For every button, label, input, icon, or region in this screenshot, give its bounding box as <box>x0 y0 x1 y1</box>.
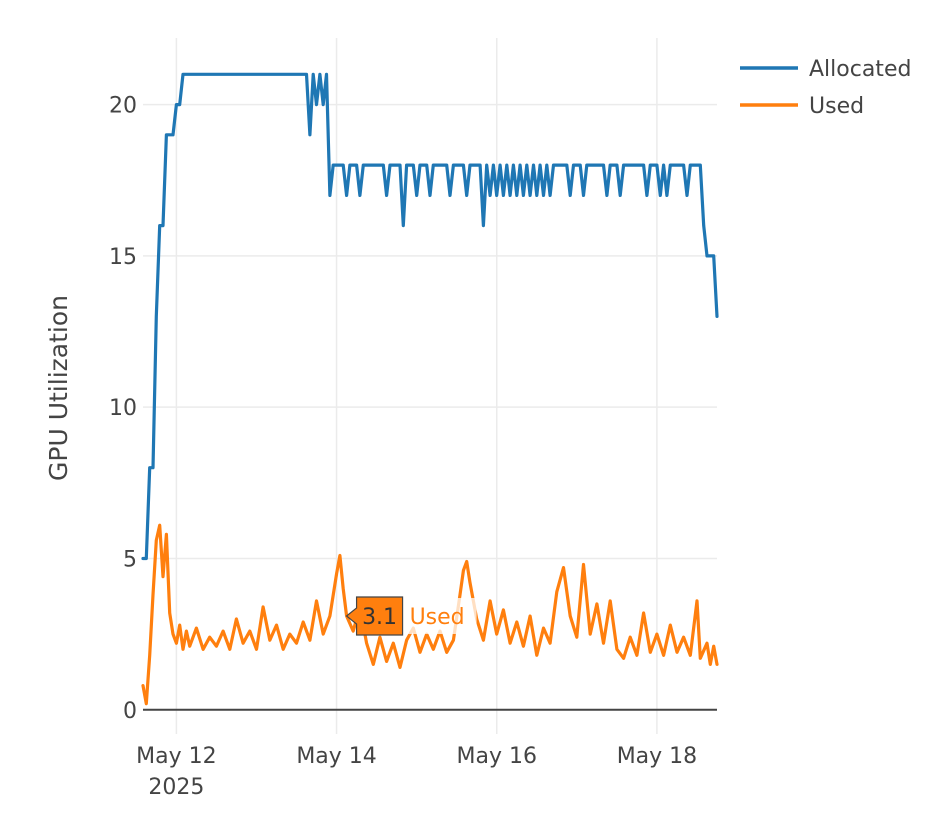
x-tick-label: May 16 <box>457 744 537 769</box>
y-axis-title: GPU Utilization <box>44 295 73 481</box>
grid-layer <box>143 38 717 734</box>
y-tick-label: 20 <box>109 94 137 119</box>
x-tick-sublabel: 2025 <box>148 775 204 800</box>
hover-value-text: 3.1 <box>362 605 397 630</box>
series-line-allocated[interactable] <box>141 72 719 561</box>
x-tick-label: May 18 <box>617 744 697 769</box>
legend-label: Allocated <box>809 57 911 82</box>
x-tick-label: May 12 <box>136 744 216 769</box>
hover-layer: 3.1 Used <box>345 596 477 636</box>
legend: Allocated Used <box>740 57 911 119</box>
axis-layer: 0 5 10 15 20 May 12 2025 May 14 May 16 May 18 <box>109 94 717 800</box>
legend-item-allocated[interactable]: Allocated <box>740 57 911 82</box>
x-tick-label: May 14 <box>296 744 376 769</box>
hover-series-name: Used <box>410 605 465 630</box>
y-tick-label: 0 <box>123 699 137 724</box>
y-tick-label: 5 <box>123 547 137 572</box>
hover-label-box <box>345 596 404 636</box>
legend-label: Used <box>809 94 864 119</box>
legend-item-used[interactable]: Used <box>740 94 864 119</box>
hover-name-backdrop <box>406 597 477 634</box>
y-tick-label: 10 <box>109 396 137 421</box>
y-tick-label: 15 <box>109 245 137 270</box>
